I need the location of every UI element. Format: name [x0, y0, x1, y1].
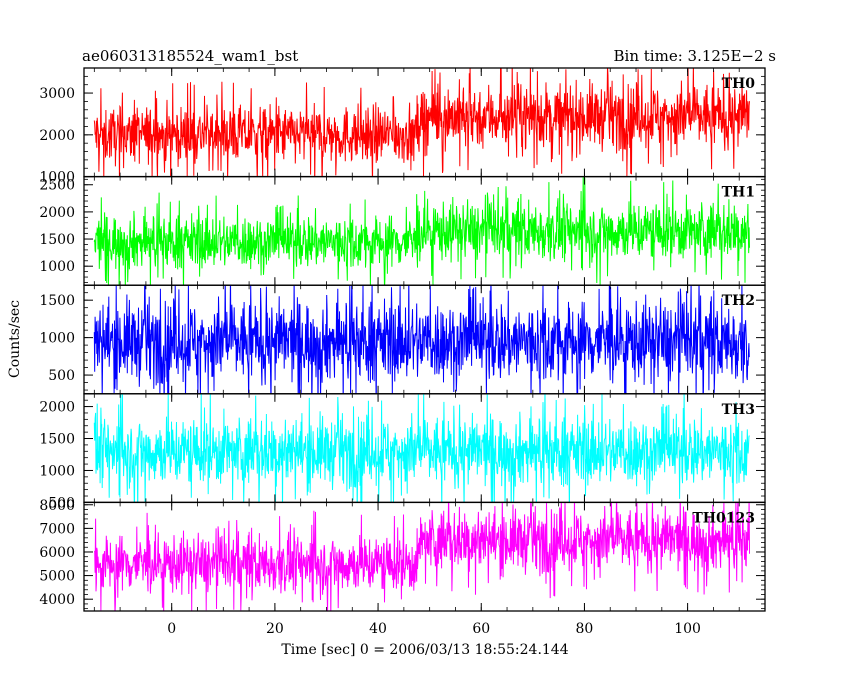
x-tick-label: 100	[674, 621, 701, 637]
bin-time-label: Bin time: 3.125E−2 s	[614, 47, 776, 65]
panel-label: TH0	[722, 76, 756, 92]
panel-label: TH2	[722, 293, 755, 309]
y-tick-label: 2000	[39, 128, 75, 144]
y-tick-label: 7000	[39, 521, 75, 537]
panel-th3: 500 1000 1500 2000 TH3	[39, 393, 766, 511]
panel-th0: 1000 2000 3000 TH0	[39, 67, 766, 186]
y-tick-label: 1000	[39, 170, 75, 186]
x-tick-label: 60	[472, 621, 490, 637]
y-tick-label: 2000	[39, 400, 75, 416]
y-tick-label: 1500	[39, 293, 75, 309]
x-tick-label: 80	[576, 621, 594, 637]
y-axis-label: Counts/sec	[7, 300, 23, 378]
y-tick-label: 2500	[39, 178, 75, 194]
series-th2	[93, 285, 750, 394]
series-th3	[93, 393, 750, 503]
series-th0	[93, 68, 750, 177]
panel-th1: 1000 1500 2000 2500 TH1	[39, 175, 766, 286]
y-tick-label: 1000	[39, 463, 75, 479]
y-tick-label: 1000	[39, 259, 75, 275]
y-tick-label: 1500	[39, 232, 75, 248]
y-tick-label: 6000	[39, 545, 75, 561]
x-tick-label: 0	[167, 621, 176, 637]
y-tick-label: 1500	[39, 432, 75, 448]
y-tick-label: 500	[48, 368, 75, 384]
panel-th2: 500 1000 1500 TH2	[39, 284, 766, 395]
series-th0123	[93, 502, 750, 611]
y-tick-label: 4000	[39, 592, 75, 608]
y-tick-label: 500	[48, 495, 75, 511]
x-axis-label: Time [sec] 0 = 2006/03/13 18:55:24.144	[281, 642, 568, 658]
chart-title: ae060313185524_wam1_bst	[82, 47, 298, 65]
y-tick-label: 3000	[39, 86, 75, 102]
panel-label: TH3	[722, 402, 755, 418]
series-th1	[93, 176, 750, 286]
y-tick-label: 5000	[39, 569, 75, 585]
panel-label: TH1	[722, 185, 755, 201]
y-tick-label: 8000	[39, 498, 75, 514]
y-tick-label: 1000	[39, 331, 75, 347]
panel-label: TH0123	[692, 510, 755, 526]
y-tick-label: 2000	[39, 205, 75, 221]
panel-th0123: 4000 5000 6000 7000 8000 TH0123	[39, 498, 766, 612]
x-tick-label: 40	[369, 621, 387, 637]
x-tick-label: 20	[266, 621, 284, 637]
